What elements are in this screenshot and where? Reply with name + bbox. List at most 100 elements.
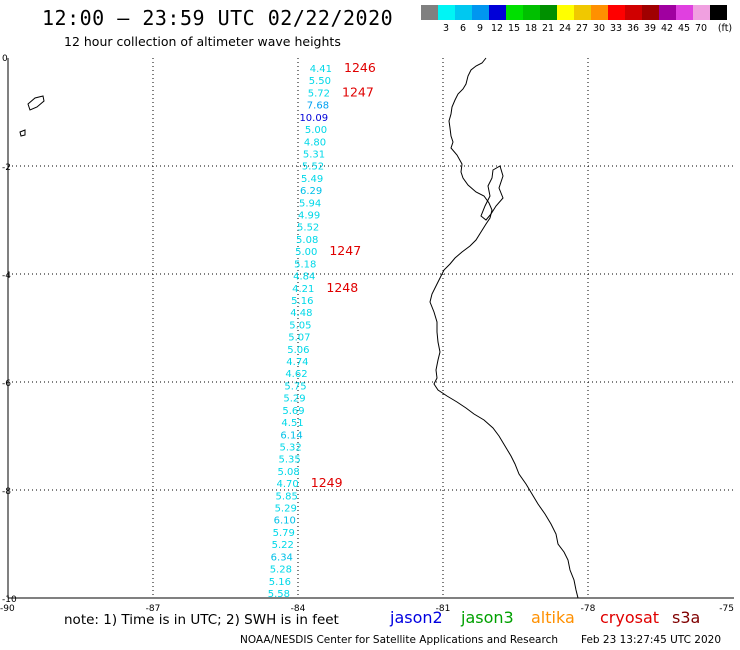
wave-height-value: 5.16 bbox=[269, 577, 291, 588]
scale-swatch bbox=[591, 5, 608, 20]
scale-swatch bbox=[608, 5, 625, 20]
scale-swatch bbox=[472, 5, 489, 20]
wave-height-value: 5.00 bbox=[295, 247, 317, 258]
wave-height-value: 10.09 bbox=[299, 113, 328, 124]
page-subtitle: 12 hour collection of altimeter wave hei… bbox=[64, 34, 341, 49]
wave-height-value: 4.41 bbox=[310, 64, 332, 75]
pass-time-label: 1249 bbox=[311, 475, 343, 490]
wave-readings: 4.415.505.727.6810.095.004.805.315.525.4… bbox=[268, 64, 332, 600]
wave-height-value: 4.74 bbox=[286, 357, 308, 368]
scale-swatch bbox=[642, 5, 659, 20]
wave-height-value: 4.51 bbox=[281, 418, 303, 429]
scale-label: 36 bbox=[626, 23, 640, 34]
galapagos-island-small bbox=[19, 129, 26, 137]
scale-swatch bbox=[421, 5, 438, 20]
grid-lines bbox=[8, 58, 734, 598]
wave-height-value: 5.35 bbox=[278, 455, 300, 466]
wave-height-value: 5.52 bbox=[297, 223, 319, 234]
page-title: 12:00 – 23:59 UTC 02/22/2020 bbox=[42, 6, 394, 30]
wave-height-value: 5.16 bbox=[291, 296, 313, 307]
mission-label-jason3: jason3 bbox=[461, 608, 514, 627]
footer-timestamp: Feb 23 13:27:45 UTC 2020 bbox=[581, 634, 721, 646]
scale-swatch bbox=[574, 5, 591, 20]
wave-height-value: 5.52 bbox=[302, 162, 324, 173]
time-labels: 1246 1247 1247 1248 1249 bbox=[311, 60, 376, 490]
mission-label-s3a: s3a bbox=[672, 608, 701, 627]
mission-label-altika: altika bbox=[531, 608, 575, 627]
scale-label: 33 bbox=[609, 23, 623, 34]
wave-height-value: 6.14 bbox=[280, 430, 302, 441]
scale-swatch bbox=[506, 5, 523, 20]
x-tick-label: -84 bbox=[291, 604, 306, 614]
gulf-of-guayaquil-islands bbox=[480, 165, 504, 221]
scale-label: 24 bbox=[558, 23, 572, 34]
wave-height-value: 6.10 bbox=[274, 516, 296, 527]
scale-swatch bbox=[710, 5, 727, 20]
scale-swatch bbox=[455, 5, 472, 20]
scale-swatch bbox=[438, 5, 455, 20]
pass-time-label: 1246 bbox=[344, 60, 376, 75]
wave-height-value: 7.68 bbox=[307, 101, 329, 112]
wave-height-value: 6.29 bbox=[300, 186, 322, 197]
mission-label-jason2: jason2 bbox=[390, 608, 443, 627]
x-tick-label: -87 bbox=[146, 604, 161, 614]
scale-swatch bbox=[659, 5, 676, 20]
wave-height-value: 5.06 bbox=[287, 345, 309, 356]
x-tick-label: -78 bbox=[581, 604, 596, 614]
wave-height-value: 4.62 bbox=[285, 369, 307, 380]
wave-height-value: 5.85 bbox=[276, 491, 298, 502]
pass-time-label: 1248 bbox=[326, 280, 358, 295]
scale-swatch bbox=[557, 5, 574, 20]
scale-unit: (ft) bbox=[717, 23, 733, 34]
wave-height-value: 5.07 bbox=[288, 333, 310, 344]
scale-label: 12 bbox=[490, 23, 504, 34]
wave-height-value: 4.21 bbox=[292, 284, 314, 295]
y-tick-label: -8 bbox=[2, 487, 11, 497]
wave-height-value: 5.18 bbox=[294, 259, 316, 270]
wave-height-value: 5.29 bbox=[275, 504, 297, 515]
scale-swatch bbox=[523, 5, 540, 20]
scale-label: 3 bbox=[442, 23, 450, 34]
scale-label: 18 bbox=[524, 23, 538, 34]
south-america-coastline bbox=[429, 57, 579, 599]
galapagos-island bbox=[27, 95, 45, 111]
wave-height-value: 5.31 bbox=[303, 149, 325, 160]
wave-height-value: 4.70 bbox=[277, 479, 299, 490]
scale-label: 45 bbox=[677, 23, 691, 34]
wave-height-value: 5.69 bbox=[282, 406, 304, 417]
scale-label: 42 bbox=[660, 23, 674, 34]
footer-credit: NOAA/NESDIS Center for Satellite Applica… bbox=[240, 634, 558, 646]
scale-label: 9 bbox=[476, 23, 484, 34]
wave-height-value: 5.72 bbox=[308, 88, 330, 99]
wave-height-value: 4.80 bbox=[304, 137, 326, 148]
wave-height-value: 4.99 bbox=[298, 211, 320, 222]
scale-swatch bbox=[676, 5, 693, 20]
scale-label: 6 bbox=[459, 23, 467, 34]
scale-label: 15 bbox=[507, 23, 521, 34]
wave-height-value: 5.58 bbox=[268, 589, 290, 600]
wave-height-value: 5.50 bbox=[309, 76, 331, 87]
y-tick-label: -10 bbox=[2, 595, 17, 605]
coastline bbox=[19, 57, 579, 599]
scale-swatch bbox=[540, 5, 557, 20]
wave-height-value: 5.05 bbox=[289, 320, 311, 331]
wave-height-value: 5.75 bbox=[284, 381, 306, 392]
wave-height-value: 4.84 bbox=[293, 272, 315, 283]
scale-swatch bbox=[625, 5, 642, 20]
x-tick-label: -90 bbox=[0, 604, 15, 614]
x-tick-label: -75 bbox=[719, 604, 734, 614]
axis-ticks: -90 -87 -84 -81 -78 -75 0 -2 -4 -6 -8 -10 bbox=[0, 54, 734, 614]
wave-height-value: 5.22 bbox=[272, 540, 294, 551]
y-tick-label: -4 bbox=[2, 271, 11, 281]
mission-label-cryosat: cryosat bbox=[600, 608, 660, 627]
scale-swatch bbox=[693, 5, 710, 20]
map-frame bbox=[7, 58, 734, 599]
y-tick-label: -2 bbox=[2, 163, 11, 173]
scale-label: 39 bbox=[643, 23, 657, 34]
scale-label: 21 bbox=[541, 23, 555, 34]
y-tick-label: 0 bbox=[2, 54, 8, 64]
wave-height-value: 5.08 bbox=[296, 235, 318, 246]
wave-height-value: 4.48 bbox=[290, 308, 312, 319]
